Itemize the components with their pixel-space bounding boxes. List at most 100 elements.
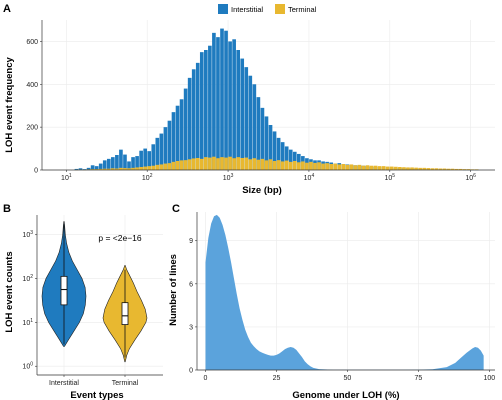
panel-a-bar-terminal	[414, 167, 418, 170]
panel-a-x-tick-label: 101	[61, 173, 72, 182]
panel-a-bar-terminal	[208, 157, 212, 170]
panel-a-y-tick-label: 600	[26, 39, 38, 46]
panel-a-bar-interstitial	[151, 144, 156, 170]
panel-a-bar-terminal	[171, 161, 176, 170]
panel-a-bar-terminal	[167, 163, 172, 170]
panel-a-bar-terminal	[385, 166, 390, 170]
panel-a-bar-interstitial	[260, 107, 265, 170]
panel-a-bar-terminal	[462, 169, 467, 170]
panel-a-bar-interstitial	[175, 105, 180, 170]
panel-a-bar-terminal	[236, 157, 240, 170]
panel-a-bar-terminal	[143, 166, 148, 170]
panel-a-bar-terminal	[268, 159, 273, 170]
panel-c-x-tick-label: 0	[204, 375, 208, 382]
panel-a-bar-terminal	[272, 161, 277, 170]
panel-a-bar-interstitial	[191, 69, 196, 170]
panel-a-bar-terminal	[373, 165, 378, 170]
panel-a-bar-terminal	[111, 168, 115, 170]
panel-b-violin: 100 101 102 103 Interstitial Terminal p = <2e…	[4, 215, 163, 400]
panel-c-x-tick-label: 25	[273, 375, 281, 382]
panel-a-bar-interstitial	[135, 156, 139, 170]
panel-a-bar-terminal	[232, 158, 236, 170]
panel-a-bar-interstitial	[208, 45, 212, 170]
panel-a-bar-interstitial	[115, 155, 119, 170]
panel-b-y-axis-title: LOH event counts	[4, 251, 15, 332]
panel-a-bar-interstitial	[224, 30, 228, 171]
panel-a-bar-interstitial	[228, 41, 232, 170]
panel-a-bar-terminal	[410, 167, 414, 170]
panel-a-bar-terminal	[139, 167, 143, 170]
panel-a-bar-interstitial	[195, 62, 200, 170]
panel-a-bar-terminal	[466, 169, 471, 170]
panel-a-bar-terminal	[284, 160, 289, 170]
panel-a-bar-terminal	[333, 163, 338, 170]
panel-c-density-area	[205, 214, 484, 370]
panel-b-y-tick-label: 101	[22, 318, 33, 327]
panel-a-bar-interstitial	[159, 133, 164, 170]
panel-a-bar-terminal	[454, 168, 459, 170]
panel-letter-c: C	[172, 203, 180, 215]
legend-swatch-interstitial	[218, 4, 228, 14]
panel-c-x-tick-label: 100	[483, 375, 495, 382]
panel-a-bar-interstitial	[268, 125, 273, 170]
panel-a-bar-interstitial	[86, 167, 91, 170]
panel-a-bar-terminal	[430, 168, 435, 170]
panel-a-bar-terminal	[131, 167, 135, 170]
panel-a-bar-terminal	[280, 161, 285, 170]
panel-a-bar-interstitial	[171, 112, 176, 170]
panel-c-y-tick-label: 6	[189, 281, 193, 288]
panel-a-bar-terminal	[377, 166, 382, 170]
panel-c-x-tick-label: 50	[344, 375, 352, 382]
panel-a-bar-terminal	[163, 163, 168, 170]
panel-a-x-tick-label: 105	[385, 173, 396, 182]
panel-a-bar-terminal	[127, 168, 131, 170]
panel-a-bar-terminal	[252, 158, 257, 170]
panel-a-bar-interstitial	[216, 37, 220, 171]
panel-a-bar-interstitial	[82, 169, 87, 170]
panel-a-bar-terminal	[325, 163, 329, 170]
panel-c-y-tick-label: 3	[189, 324, 193, 331]
panel-a-bar-terminal	[305, 162, 309, 170]
panel-a-bars	[74, 28, 479, 171]
panel-a-bar-terminal	[155, 164, 160, 170]
panel-b-x-axis-title: Event types	[70, 390, 123, 400]
panel-a-bar-interstitial	[297, 153, 301, 170]
panel-a-bar-terminal	[212, 156, 216, 170]
panel-a-x-axis-title: Size (bp)	[242, 185, 282, 196]
panel-a-bar-terminal	[337, 164, 342, 170]
panel-c-x-axis-title: Genome under LOH (%)	[292, 390, 399, 400]
panel-a-bar-interstitial	[131, 157, 135, 170]
panel-a-bar-interstitial	[139, 150, 143, 170]
panel-a-bar-terminal	[398, 167, 402, 170]
panel-a-bar-terminal	[292, 161, 297, 170]
panel-a-bar-interstitial	[240, 58, 245, 171]
panel-a-bar-terminal	[349, 164, 354, 170]
panel-a-bar-terminal	[402, 167, 406, 170]
panel-a-x-tick-label: 106	[465, 173, 476, 182]
panel-a-bar-interstitial	[292, 151, 297, 170]
panel-a-bar-terminal	[244, 157, 249, 170]
panel-a-bar-terminal	[94, 169, 99, 170]
panel-a-bar-interstitial	[280, 142, 285, 170]
panel-a-bar-terminal	[418, 167, 422, 170]
panel-a-bar-terminal	[115, 168, 119, 170]
panel-a-bar-interstitial	[106, 158, 111, 170]
panel-b-box-interstitial	[60, 275, 68, 306]
panel-a-bar-interstitial	[143, 148, 148, 170]
panel-a-bar-terminal	[438, 168, 443, 170]
panel-a-bar-terminal	[458, 168, 463, 170]
panel-a-bar-terminal	[365, 165, 370, 170]
panel-b-violins	[41, 221, 148, 363]
panel-a-grid	[42, 20, 495, 171]
panel-a-bar-terminal	[288, 161, 293, 170]
panel-a-bar-terminal	[422, 167, 426, 170]
panel-a-histogram: Interstitial Terminal 0 200 400 600 101 102 10…	[4, 4, 495, 196]
panel-a-bar-terminal	[106, 168, 111, 170]
panel-a-bar-terminal	[119, 167, 123, 170]
panel-a-bar-terminal	[389, 166, 394, 170]
panel-a-bar-interstitial	[102, 160, 107, 170]
panel-b-y-tick-label: 100	[22, 362, 33, 371]
panel-a-bar-terminal	[151, 165, 156, 170]
panel-a-bar-terminal	[406, 167, 410, 170]
